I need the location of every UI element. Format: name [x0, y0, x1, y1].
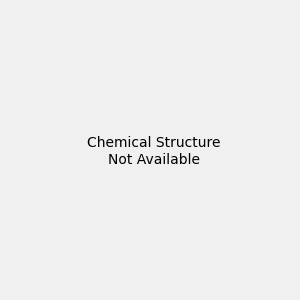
Text: Chemical Structure
Not Available: Chemical Structure Not Available — [87, 136, 220, 166]
